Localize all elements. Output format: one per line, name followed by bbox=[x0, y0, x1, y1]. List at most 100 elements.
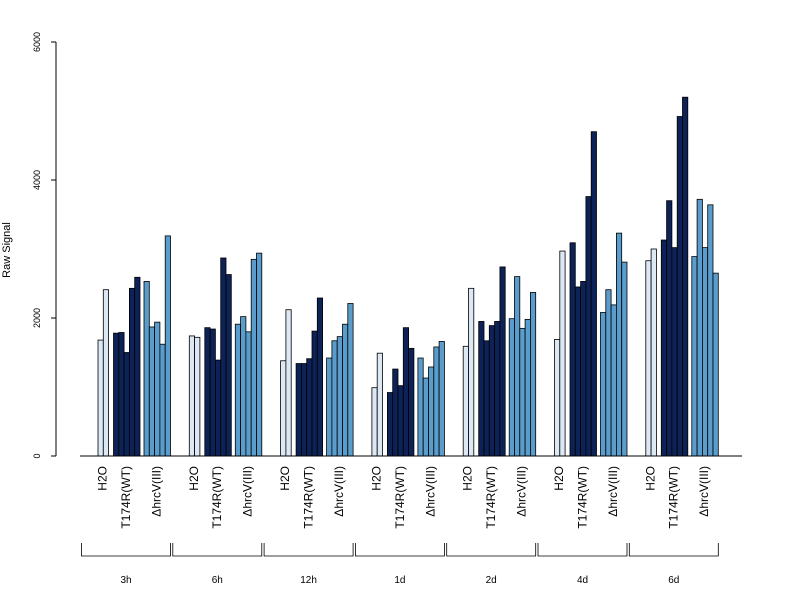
bar bbox=[712, 272, 719, 457]
bar bbox=[331, 340, 338, 457]
bar bbox=[508, 318, 515, 457]
time-label: 4d bbox=[577, 575, 588, 586]
treatment-label: H2O bbox=[552, 466, 566, 491]
treatment-label: ΔhrcV(III) bbox=[515, 466, 529, 517]
bar bbox=[569, 242, 576, 457]
y-tick-label: 6000 bbox=[32, 32, 42, 52]
bar bbox=[154, 321, 161, 457]
bar bbox=[428, 366, 435, 457]
bar bbox=[97, 339, 104, 457]
treatment-label: ΔhrcV(III) bbox=[332, 466, 346, 517]
bar bbox=[376, 352, 383, 457]
bar bbox=[585, 196, 592, 457]
bar bbox=[188, 335, 196, 457]
bar bbox=[311, 330, 318, 457]
treatment-label: H2O bbox=[643, 466, 657, 491]
treatment-label: T174R(WT) bbox=[302, 466, 316, 529]
bar bbox=[559, 250, 566, 457]
bar bbox=[554, 338, 561, 457]
bar bbox=[530, 292, 537, 457]
bar bbox=[240, 316, 247, 457]
bar bbox=[478, 321, 485, 457]
bar bbox=[499, 266, 506, 457]
bar bbox=[645, 260, 652, 457]
bar bbox=[113, 332, 120, 457]
treatment-label: T174R(WT) bbox=[484, 466, 498, 529]
y-axis-label: Raw Signal bbox=[1, 222, 13, 278]
bar bbox=[660, 239, 667, 457]
treatment-label: H2O bbox=[278, 466, 292, 491]
treatment-label: H2O bbox=[187, 466, 201, 491]
time-bracket bbox=[172, 543, 263, 557]
time-label: 6d bbox=[668, 575, 679, 586]
bar bbox=[143, 281, 150, 457]
bar bbox=[300, 363, 308, 457]
bar bbox=[671, 247, 678, 457]
time-bracket bbox=[263, 543, 354, 557]
bar bbox=[621, 261, 628, 457]
bar bbox=[392, 368, 399, 457]
bar bbox=[326, 357, 333, 457]
bar bbox=[666, 200, 673, 457]
treatment-label: ΔhrcV(III) bbox=[241, 466, 255, 517]
bar bbox=[676, 116, 683, 457]
bar bbox=[524, 318, 531, 457]
bar bbox=[462, 345, 469, 457]
bar bbox=[605, 289, 612, 457]
y-tick-label: 4000 bbox=[32, 170, 42, 190]
bar bbox=[134, 276, 141, 457]
bar bbox=[148, 326, 156, 457]
bar bbox=[616, 232, 623, 457]
bar bbox=[682, 96, 689, 457]
bar bbox=[610, 304, 617, 457]
bar bbox=[336, 336, 343, 457]
treatment-label: T174R(WT) bbox=[575, 466, 589, 529]
bar bbox=[488, 325, 495, 457]
bar bbox=[306, 358, 313, 457]
treatment-label: ΔhrcV(III) bbox=[423, 466, 437, 517]
bar bbox=[422, 377, 429, 457]
bar bbox=[256, 252, 263, 457]
bar bbox=[102, 289, 110, 457]
bar bbox=[702, 247, 709, 457]
time-bracket bbox=[81, 543, 171, 557]
treatment-label: H2O bbox=[461, 466, 475, 491]
bars bbox=[97, 96, 719, 457]
y-tick-label: 0 bbox=[32, 453, 42, 458]
bar bbox=[650, 248, 657, 457]
bar bbox=[209, 328, 216, 457]
time-label: 1d bbox=[394, 575, 405, 586]
y-axis: 0 2000 4000 6000 bbox=[32, 32, 57, 459]
bar bbox=[408, 347, 415, 457]
bar bbox=[234, 323, 242, 457]
treatment-label: T174R(WT) bbox=[210, 466, 224, 529]
treatment-label: ΔhrcV(III) bbox=[149, 466, 163, 517]
bar bbox=[220, 257, 227, 457]
bar bbox=[519, 327, 526, 457]
time-label: 6h bbox=[212, 575, 223, 586]
bar bbox=[118, 332, 125, 457]
bar bbox=[691, 256, 698, 457]
bar bbox=[590, 131, 597, 457]
bar bbox=[696, 198, 703, 457]
bar bbox=[123, 352, 130, 457]
treatment-label: T174R(WT) bbox=[119, 466, 133, 529]
bar bbox=[245, 331, 252, 457]
bar bbox=[347, 303, 354, 457]
bar bbox=[280, 360, 287, 457]
bar bbox=[397, 385, 404, 457]
bar bbox=[600, 312, 607, 457]
bar bbox=[164, 235, 171, 457]
time-label: 2d bbox=[486, 575, 497, 586]
bar bbox=[483, 340, 490, 457]
bar bbox=[386, 392, 394, 457]
time-bracket bbox=[537, 543, 628, 557]
bar bbox=[402, 327, 409, 457]
bar bbox=[494, 321, 501, 457]
bar bbox=[295, 363, 302, 457]
time-bracket bbox=[355, 543, 445, 557]
bar bbox=[128, 287, 136, 457]
bar bbox=[225, 274, 232, 457]
time-label: 3h bbox=[120, 575, 131, 586]
